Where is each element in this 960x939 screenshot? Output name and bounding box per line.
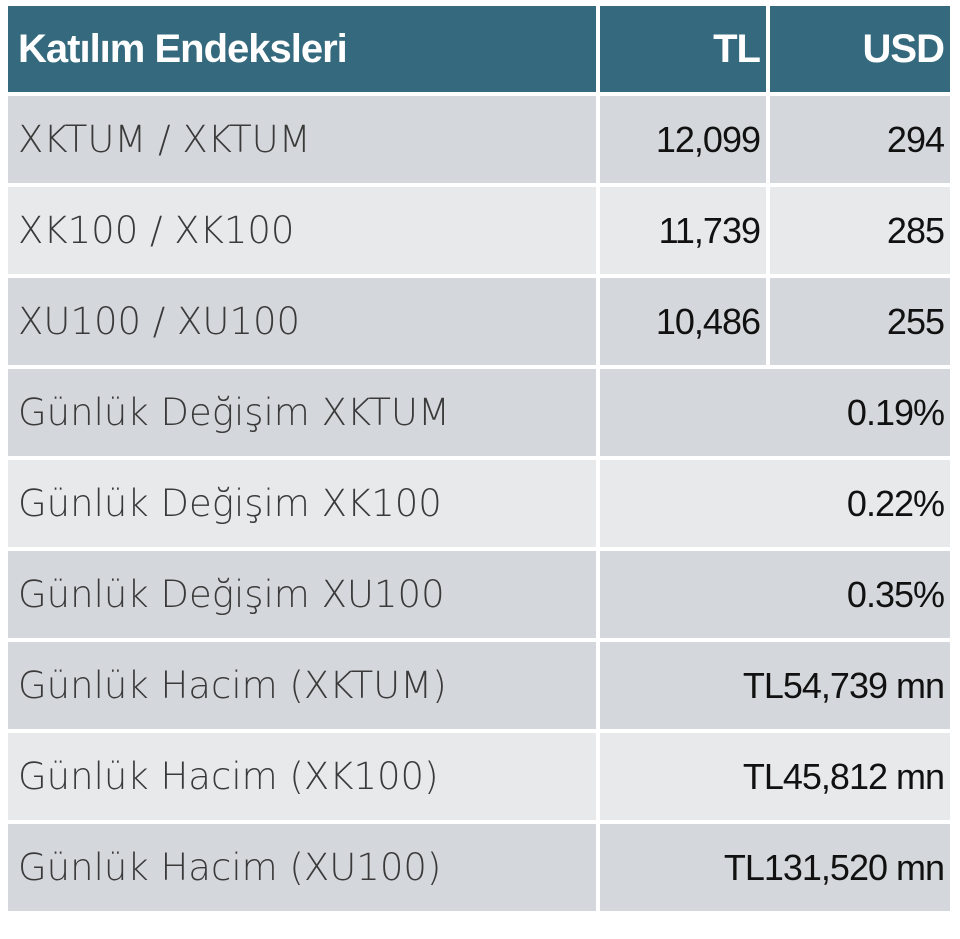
usd-value: 255 xyxy=(770,278,950,365)
index-table: Katılım Endeksleri TL USD XKTUM / XKTUM … xyxy=(8,6,950,911)
column-header-usd: USD xyxy=(770,6,950,92)
stat-value: TL45,812 mn xyxy=(600,733,950,820)
row-label: Günlük Hacim (XK100) xyxy=(8,733,596,820)
row-label: XKTUM / XKTUM xyxy=(8,96,596,183)
tl-value: 10,486 xyxy=(600,278,766,365)
usd-value: 285 xyxy=(770,187,950,274)
row-label: Günlük Hacim (XU100) xyxy=(8,824,596,911)
row-label: Günlük Değişim XU100 xyxy=(8,551,596,638)
row-label: XK100 / XK100 xyxy=(8,187,596,274)
usd-value: 294 xyxy=(770,96,950,183)
tl-value: 11,739 xyxy=(600,187,766,274)
stat-value: 0.22% xyxy=(600,460,950,547)
row-label: Günlük Hacim (XKTUM) xyxy=(8,642,596,729)
row-label: XU100 / XU100 xyxy=(8,278,596,365)
column-header-tl: TL xyxy=(600,6,766,92)
stat-value: TL54,739 mn xyxy=(600,642,950,729)
row-label: Günlük Değişim XK100 xyxy=(8,460,596,547)
table-title: Katılım Endeksleri xyxy=(8,6,596,92)
stat-value: 0.19% xyxy=(600,369,950,456)
tl-value: 12,099 xyxy=(600,96,766,183)
row-label: Günlük Değişim XKTUM xyxy=(8,369,596,456)
stat-value: 0.35% xyxy=(600,551,950,638)
stat-value: TL131,520 mn xyxy=(600,824,950,911)
